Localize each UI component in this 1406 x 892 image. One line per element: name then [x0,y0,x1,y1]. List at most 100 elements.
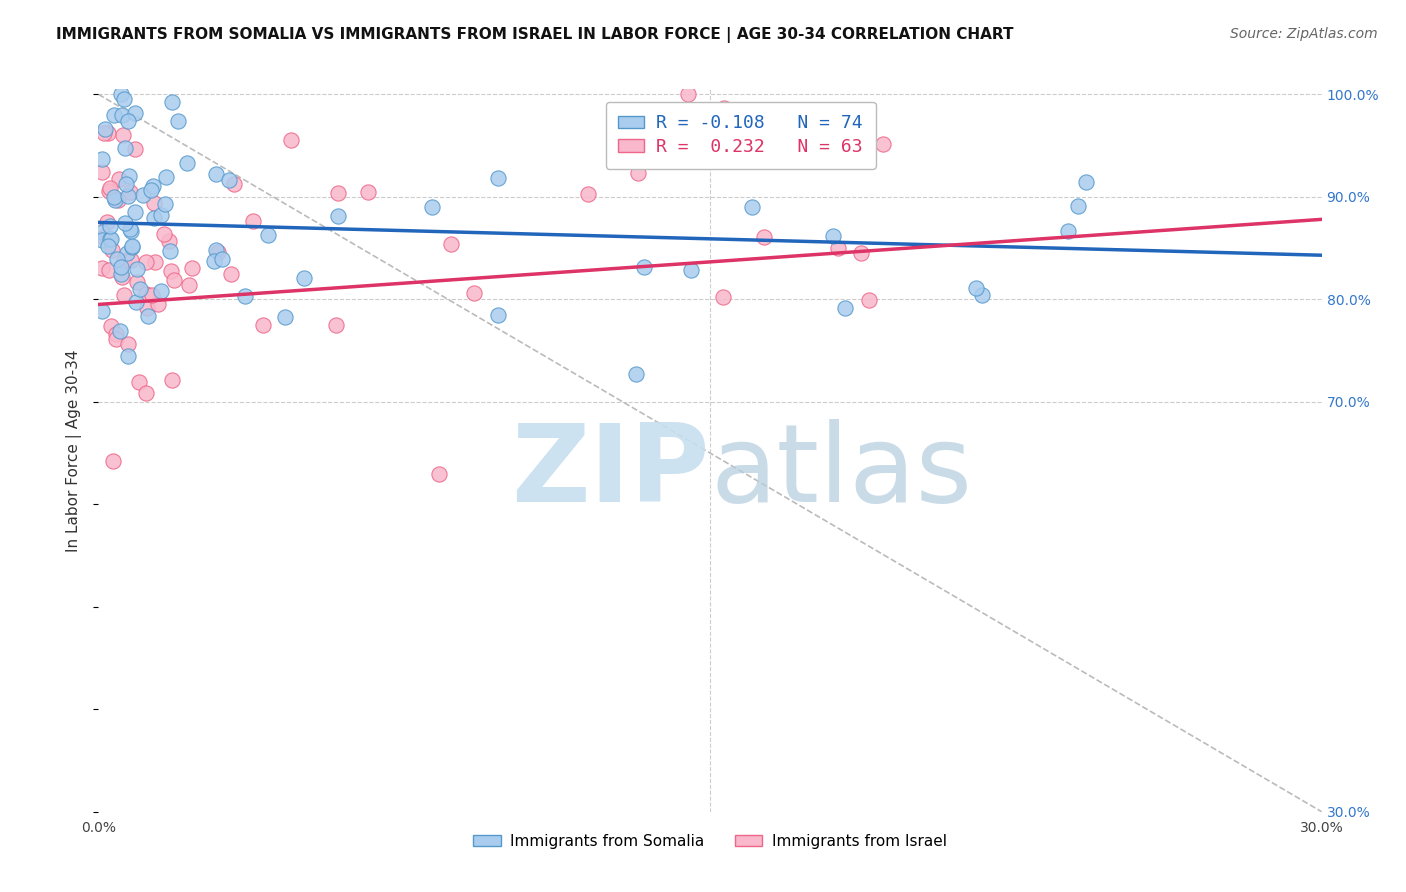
Point [117,349,139,363]
Point [357,186,380,200]
Point [118,169,141,183]
Point [132,188,155,202]
Point [121,240,143,254]
Point [96,215,118,229]
Point [159,244,181,259]
Point [207,244,229,259]
Point [257,227,280,242]
Point [849,246,872,260]
Point [98,232,121,246]
Point [114,177,136,191]
Point [633,260,655,274]
Point [711,290,734,304]
Point [486,308,509,322]
Point [1057,224,1080,238]
Point [91,261,114,276]
Point [97,126,120,140]
Point [965,281,987,295]
Point [627,165,650,179]
Point [274,310,297,325]
Point [127,261,149,276]
Point [163,273,186,287]
Point [107,172,129,186]
Point [120,253,142,268]
Point [129,282,152,296]
Point [105,332,128,346]
Point [91,233,114,247]
Point [827,241,849,255]
Point [124,106,146,120]
Point [103,190,125,204]
Point [681,263,703,277]
Point [218,173,240,187]
Point [110,87,132,102]
Point [104,194,127,208]
Point [162,373,184,387]
Point [420,200,443,214]
Point [97,238,120,252]
Point [846,111,869,125]
Point [221,267,243,281]
Point [211,252,233,267]
Point [117,336,139,351]
Point [107,194,129,208]
Point [136,301,159,315]
Point [427,467,450,481]
Point [91,165,114,179]
Point [141,178,163,193]
Point [155,170,177,185]
Point [124,142,146,156]
Point [1067,199,1090,213]
Point [110,268,132,282]
Point [205,167,228,181]
Point [233,289,256,303]
Point [114,217,136,231]
Point [91,225,114,239]
Point [112,253,135,268]
Point [146,297,169,311]
Point [103,108,125,122]
Point [120,186,142,200]
Point [858,293,880,307]
Point [120,222,142,236]
Point [713,101,735,115]
Point [111,269,134,284]
Point [135,385,157,400]
Point [135,254,157,268]
Point [143,196,166,211]
Point [834,301,856,315]
Point [440,237,463,252]
Point [143,255,166,269]
Point [159,264,181,278]
Point [204,243,226,257]
Point [100,232,122,246]
Point [292,270,315,285]
Point [136,310,159,324]
Point [98,219,121,233]
Point [676,87,699,102]
Text: Source: ZipAtlas.com: Source: ZipAtlas.com [1230,27,1378,41]
Point [222,177,245,191]
Point [98,184,121,198]
Point [117,189,139,203]
Point [91,152,114,166]
Point [970,288,993,302]
Point [120,224,142,238]
Point [149,208,172,222]
Point [872,136,894,151]
Point [153,227,176,242]
Point [91,304,114,318]
Point [486,171,509,186]
Text: IMMIGRANTS FROM SOMALIA VS IMMIGRANTS FROM ISRAEL IN LABOR FORCE | AGE 30-34 COR: IMMIGRANTS FROM SOMALIA VS IMMIGRANTS FR… [56,27,1014,43]
Point [754,229,776,244]
Point [143,211,166,225]
Point [104,326,127,341]
Point [1076,175,1098,189]
Point [176,156,198,170]
Point [117,113,139,128]
Point [162,95,184,109]
Point [328,209,350,223]
Point [624,367,647,381]
Point [125,295,148,310]
Point [325,318,347,333]
